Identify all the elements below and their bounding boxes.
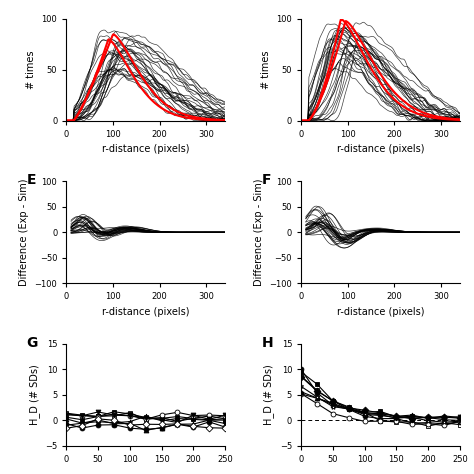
Y-axis label: Difference (Exp - Sim): Difference (Exp - Sim) [19,179,29,286]
Y-axis label: H_D (# SDs): H_D (# SDs) [28,365,39,425]
X-axis label: r-distance (pixels): r-distance (pixels) [102,307,190,317]
Text: E: E [27,173,36,187]
Text: H: H [262,336,273,350]
Y-axis label: Difference (Exp - Sim): Difference (Exp - Sim) [254,179,264,286]
X-axis label: r-distance (pixels): r-distance (pixels) [337,307,424,317]
Y-axis label: # times: # times [26,51,36,89]
X-axis label: r-distance (pixels): r-distance (pixels) [102,144,190,154]
Y-axis label: H_D (# SDs): H_D (# SDs) [264,365,274,425]
Text: F: F [262,173,271,187]
Text: G: G [27,336,38,350]
Y-axis label: # times: # times [261,51,271,89]
X-axis label: r-distance (pixels): r-distance (pixels) [337,144,424,154]
